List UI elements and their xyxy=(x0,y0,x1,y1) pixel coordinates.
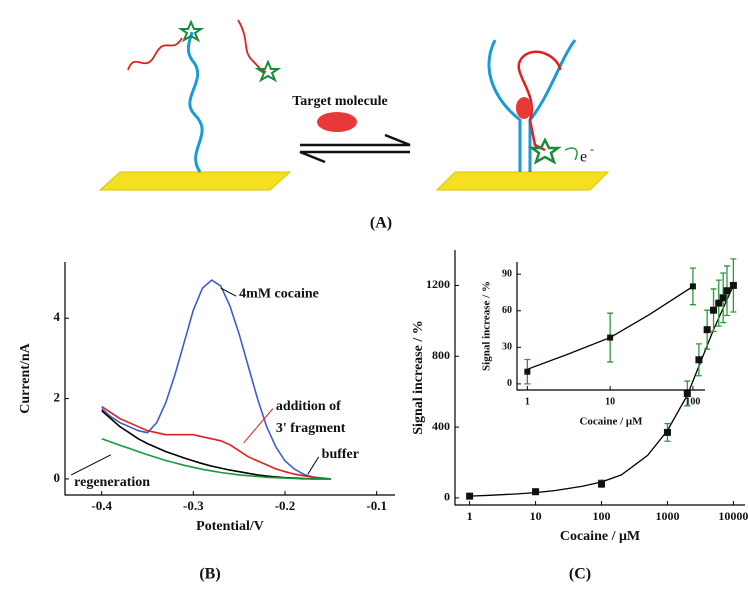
x-tick-label: 10 xyxy=(530,509,542,523)
data-point xyxy=(695,356,702,363)
data-line xyxy=(102,280,331,479)
y-tick-label: 30 xyxy=(502,342,512,353)
y-axis-label: Current/nA xyxy=(18,342,33,413)
data-point xyxy=(730,282,737,289)
data-point xyxy=(720,294,727,301)
strand xyxy=(238,20,266,72)
diagram: Target molecule e - xyxy=(100,20,608,190)
x-tick-label: 100 xyxy=(685,396,700,407)
data-line xyxy=(102,439,331,479)
x-tick-label: 1 xyxy=(525,396,530,407)
y-tick-label: 400 xyxy=(432,419,450,433)
star xyxy=(258,62,278,80)
y-tick-label: 60 xyxy=(502,305,512,316)
y-tick-label: 0 xyxy=(444,490,450,504)
x-tick-label: -0.3 xyxy=(183,498,204,513)
data-point xyxy=(704,326,711,333)
y-tick-label: 800 xyxy=(432,348,450,362)
data-line xyxy=(102,407,331,479)
data-point xyxy=(710,307,717,314)
y-tick-label: 90 xyxy=(502,268,512,279)
data-point xyxy=(607,335,613,341)
annotation-arrow xyxy=(308,457,319,474)
y-tick-label: 4 xyxy=(54,309,61,324)
y-axis-label: Signal increase / % xyxy=(411,320,426,434)
data-point xyxy=(524,369,530,375)
annotation: 4mM cocaine xyxy=(239,286,319,301)
y-tick-label: 2 xyxy=(54,390,61,405)
x-tick-label: 1000 xyxy=(655,509,679,523)
x-tick-label: 1 xyxy=(467,509,473,523)
strand xyxy=(188,32,202,172)
x-axis-label: Cocaine / μM xyxy=(560,529,640,544)
annotation: addition of xyxy=(276,399,341,414)
y-tick-label: 0 xyxy=(507,378,512,389)
electron-charge: - xyxy=(590,142,594,156)
annotation-arrow xyxy=(71,455,111,475)
x-tick-label: 10000 xyxy=(718,509,748,523)
annotation: 3' fragment xyxy=(276,421,346,436)
electron-arrow xyxy=(565,148,577,160)
annotation: regeneration xyxy=(74,475,150,490)
data-point xyxy=(598,480,605,487)
panel-label: (B) xyxy=(199,566,220,583)
data-point xyxy=(664,429,671,436)
target-molecule xyxy=(317,112,357,132)
annotation-arrow xyxy=(244,409,273,443)
arrow xyxy=(300,135,410,145)
panel-label: (C) xyxy=(569,566,591,583)
y-axis-label: Signal increase / % xyxy=(481,281,493,371)
x-axis-label: Potential/V xyxy=(196,519,264,534)
annotation: buffer xyxy=(322,447,359,462)
x-tick-label: 10 xyxy=(605,396,615,407)
data-point xyxy=(723,287,730,294)
data-point xyxy=(466,493,473,500)
data-point xyxy=(690,283,696,289)
x-tick-label: 100 xyxy=(593,509,611,523)
axis xyxy=(455,250,745,505)
panel-label: (A) xyxy=(370,215,392,232)
electron-label: e xyxy=(580,149,587,166)
figure: Target molecule e - (A) (B) (C) -0.4 -0.3… xyxy=(0,0,748,590)
data-point xyxy=(532,488,539,495)
surface xyxy=(100,172,290,190)
x-tick-label: -0.4 xyxy=(91,498,112,513)
y-tick-label: 1200 xyxy=(426,277,450,291)
arrow xyxy=(300,152,410,162)
fit-line xyxy=(470,285,734,496)
x-tick-label: -0.2 xyxy=(275,498,296,513)
target-label: Target molecule xyxy=(292,94,388,109)
y-tick-label: 0 xyxy=(54,470,61,485)
target-molecule xyxy=(516,97,532,119)
surface xyxy=(437,172,608,190)
x-axis-label: Cocaine / μM xyxy=(579,416,643,428)
x-tick-label: -0.1 xyxy=(366,498,387,513)
strand xyxy=(128,38,182,70)
axis xyxy=(517,262,705,390)
